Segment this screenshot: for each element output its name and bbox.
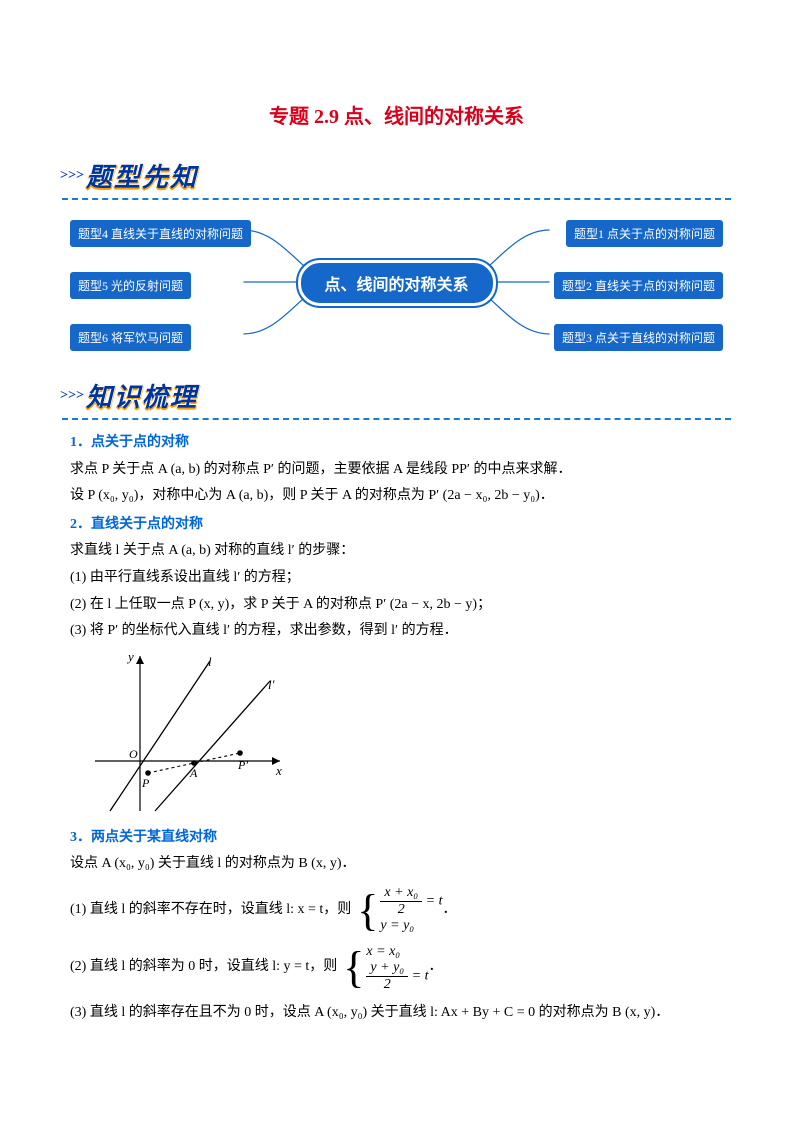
eq-case2: (2) 直线 l 的斜率为 0 时，设直线 l: y = t，则 { x = x… — [70, 943, 723, 992]
section-head-knowledge: >>> 知识梳理 — [60, 377, 733, 414]
heading-3: 3．两点关于某直线对称 — [70, 825, 723, 852]
case1-eq: = t — [426, 894, 443, 909]
mindmap-left-1: 题型4 直线关于直线的对称问题 — [70, 220, 251, 247]
mindmap-right-3: 题型3 点关于直线的对称问题 — [554, 324, 723, 351]
mindmap-right-2: 题型2 直线关于点的对称问题 — [554, 272, 723, 299]
case2-eq: = t — [412, 969, 429, 984]
mindmap-right-1: 题型1 点关于点的对称问题 — [566, 220, 723, 247]
para-1b: 设 P (x₀, y₀)，对称中心为 A (a, b)，则 P 关于 A 的对称… — [70, 483, 723, 510]
fig-label-lp: l′ — [268, 677, 275, 692]
mindmap-left-3: 题型6 将军饮马问题 — [70, 324, 191, 351]
case2-tail: ． — [429, 954, 443, 981]
case1-num: x + x₀ — [380, 886, 422, 902]
para-3d: (3) 直线 l 的斜率存在且不为 0 时，设点 A (x₀, y₀) 关于直线… — [70, 1000, 723, 1027]
fig-label-A: A — [189, 766, 198, 780]
figure-diagram: y x O l l′ P A P′ — [80, 651, 290, 821]
knowledge-label: 知识梳理 — [86, 377, 198, 414]
preview-label: 题型先知 — [86, 157, 198, 194]
fig-label-Pp: P′ — [237, 758, 248, 772]
mindmap-left-2: 题型5 光的反射问题 — [70, 272, 191, 299]
page-title: 专题 2.9 点、线间的对称关系 — [60, 100, 733, 129]
mindmap: 题型4 直线关于直线的对称问题 题型5 光的反射问题 题型6 将军饮马问题 点、… — [70, 210, 723, 355]
case1-pre: (1) 直线 l 的斜率不存在时，设直线 l: x = t，则 — [70, 897, 351, 924]
para-2d: (3) 将 P′ 的坐标代入直线 l′ 的方程，求出参数，得到 l′ 的方程． — [70, 618, 723, 645]
brace-icon: { — [351, 889, 380, 933]
fig-label-P: P — [141, 776, 150, 790]
case1-bot: y = y₀ — [380, 917, 442, 935]
fig-label-y: y — [126, 651, 134, 664]
case2-num: y + y₀ — [366, 961, 408, 977]
case2-den: 2 — [384, 977, 391, 992]
para-3a: 设点 A (x₀, y₀) 关于直线 l 的对称点为 B (x, y)． — [70, 851, 723, 878]
para-2b: (1) 由平行直线系设出直线 l′ 的方程； — [70, 565, 723, 592]
content-body: 1．点关于点的对称 求点 P 关于点 A (a, b) 的对称点 P′ 的问题，… — [60, 430, 733, 1027]
case2-pre: (2) 直线 l 的斜率为 0 时，设直线 l: y = t，则 — [70, 954, 337, 981]
preview-arrows: >>> — [60, 168, 84, 184]
fig-label-x: x — [275, 763, 282, 778]
case1-den: 2 — [398, 902, 405, 917]
para-2c: (2) 在 l 上任取一点 P (x, y)，求 P 关于 A 的对称点 P′ … — [70, 592, 723, 619]
heading-1: 1．点关于点的对称 — [70, 430, 723, 457]
eq-case1: (1) 直线 l 的斜率不存在时，设直线 l: x = t，则 { x + x₀… — [70, 886, 723, 935]
heading-2: 2．直线关于点的对称 — [70, 512, 723, 539]
para-1a: 求点 P 关于点 A (a, b) 的对称点 P′ 的问题，主要依据 A 是线段… — [70, 457, 723, 484]
para-2a: 求直线 l 关于点 A (a, b) 对称的直线 l′ 的步骤： — [70, 538, 723, 565]
fig-label-l: l — [208, 654, 212, 669]
knowledge-arrows: >>> — [60, 388, 84, 404]
fig-label-O: O — [129, 747, 138, 761]
case1-tail: ． — [443, 897, 457, 924]
case2-top: x = x₀ — [366, 943, 428, 961]
section-head-preview: >>> 题型先知 — [60, 157, 733, 194]
brace-icon: { — [337, 946, 366, 990]
section-rule-knowledge — [62, 418, 731, 420]
section-rule-preview — [62, 198, 731, 200]
mindmap-center: 点、线间的对称关系 — [297, 260, 495, 306]
